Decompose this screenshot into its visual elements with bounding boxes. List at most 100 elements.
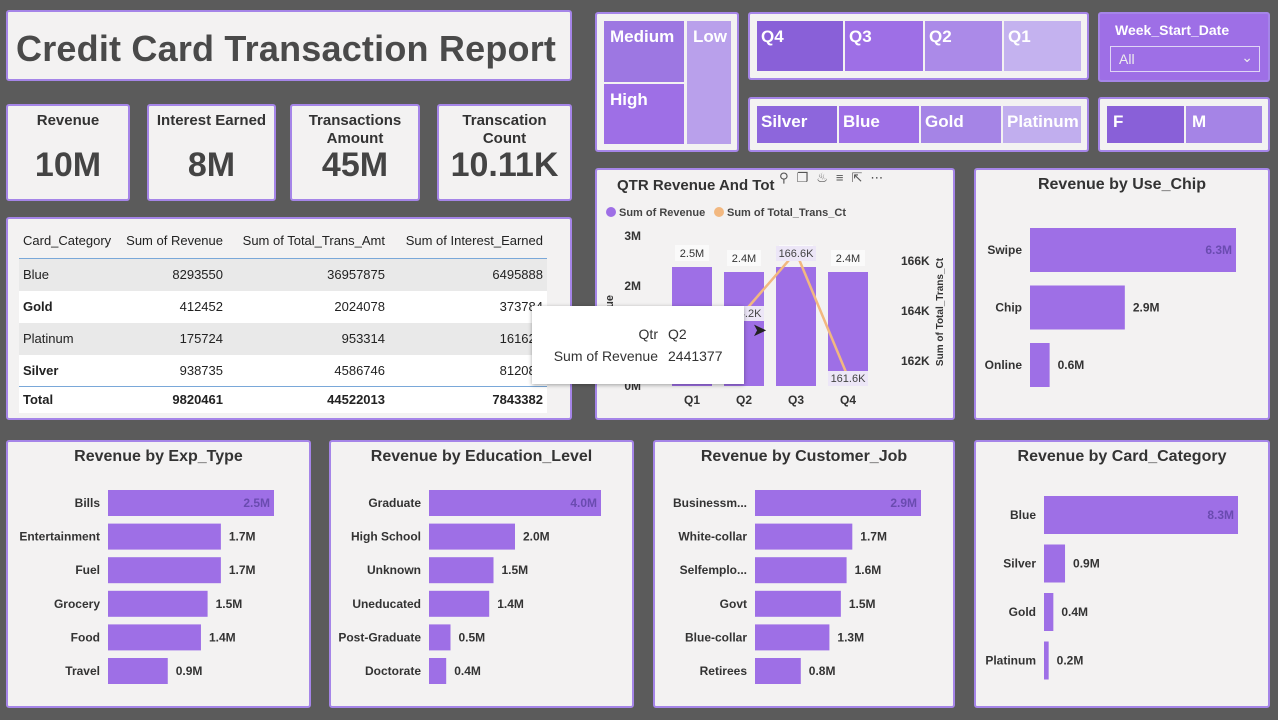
column-header[interactable]: Card_Category xyxy=(19,231,117,259)
slicer-tile-q3[interactable]: Q3 xyxy=(845,21,923,71)
data-label: 0.8M xyxy=(809,664,836,678)
chart-use-chip[interactable]: Revenue by Use_Chip Swipe 6.3M Chip 2.9M Onl… xyxy=(974,168,1270,420)
chart-card-category[interactable]: Revenue by Card_Category Blue 8.3M Silver 0… xyxy=(974,440,1270,708)
card-category-table[interactable]: Card_Category Sum of Revenue Sum of Tota… xyxy=(6,217,572,420)
kpi-revenue[interactable]: Revenue 10M xyxy=(6,104,130,201)
data-label: 4.0M xyxy=(570,496,597,510)
category-label: Retirees xyxy=(700,664,748,678)
x-tick: Q3 xyxy=(788,393,804,407)
bar xyxy=(755,624,830,651)
income-slicer[interactable]: Medium Low High xyxy=(595,12,739,152)
bar xyxy=(108,624,201,651)
gender-slicer[interactable]: F M xyxy=(1098,97,1270,152)
category-label: Grocery xyxy=(54,597,100,611)
table-cell: 161624 xyxy=(389,322,547,355)
slicer-tile-silver[interactable]: Silver xyxy=(757,106,837,143)
data-label: 1.4M xyxy=(209,630,236,644)
bar xyxy=(429,658,447,684)
bar-chart-svg: Blue 8.3M Silver 0.9M Gold 0.4M Platinum 0.2M xyxy=(985,496,1238,680)
cursor-icon: ➤ xyxy=(752,320,768,340)
bar xyxy=(828,272,868,386)
slicer-tile-gold[interactable]: Gold xyxy=(921,106,1001,143)
slicer-tile-medium[interactable]: Medium xyxy=(604,21,684,82)
bar-chart-svg: Businessm... 2.9M White-collar 1.7M Selfempl… xyxy=(673,490,921,684)
slicer-tile-blue[interactable]: Blue xyxy=(839,106,919,143)
column-header[interactable]: Sum of Revenue xyxy=(117,231,227,259)
slicer-tile-high[interactable]: High xyxy=(604,84,684,144)
table-row[interactable]: Platinum 175724 953314 161624 xyxy=(19,322,547,355)
table-cell: 2024078 xyxy=(227,290,389,323)
expand-icon[interactable]: ⇱ xyxy=(851,170,863,185)
chart-exp-type[interactable]: Revenue by Exp_Type Bills 2.5M Entertainme… xyxy=(6,440,311,708)
chevron-down-icon: ⌄ xyxy=(1241,49,1253,65)
table-cell: 812080 xyxy=(389,354,547,387)
data-label: 1.5M xyxy=(502,563,529,577)
filter-icon[interactable]: ≡ xyxy=(835,170,844,185)
chart-title: Revenue by Exp_Type xyxy=(74,448,243,465)
table-cell: 412452 xyxy=(117,290,227,323)
data-label: 0.4M xyxy=(1061,605,1088,619)
table-row[interactable]: Silver 938735 4586746 812080 xyxy=(19,354,547,387)
bell-icon[interactable]: ♨ xyxy=(816,170,828,185)
kpi-label: Interest Earned xyxy=(156,112,267,129)
slicer-tile-m[interactable]: M xyxy=(1186,106,1262,143)
slicer-tile-q4[interactable]: Q4 xyxy=(757,21,843,71)
line-data-label: 161.6K xyxy=(831,373,867,385)
bar xyxy=(429,557,494,584)
table-cell: Platinum xyxy=(19,322,117,355)
legend-label: Sum of Revenue xyxy=(619,207,705,219)
legend-label: Sum of Total_Trans_Ct xyxy=(727,207,846,219)
bar xyxy=(108,523,221,550)
table-row[interactable]: Gold 412452 2024078 373784 xyxy=(19,290,547,323)
slicer-tile-q1[interactable]: Q1 xyxy=(1004,21,1081,71)
y2-axis-label: Sum of Total_Trans_Ct xyxy=(935,257,946,366)
more-icon[interactable]: ⋯ xyxy=(870,170,884,185)
chart-customer-job[interactable]: Revenue by Customer_Job Businessm... 2.9M… xyxy=(653,440,955,708)
data-label: 1.3M xyxy=(837,630,864,644)
table-row[interactable]: Blue 8293550 36957875 6495888 xyxy=(19,258,547,291)
y-tick: 2M xyxy=(624,279,641,293)
week-dropdown[interactable]: All ⌄ xyxy=(1110,46,1260,72)
week-slicer[interactable]: Week_Start_Date All ⌄ xyxy=(1098,12,1270,82)
bar xyxy=(429,590,490,617)
table-cell: 44522013 xyxy=(227,386,389,413)
kpi-trans-amount[interactable]: Transactions Amount 45M xyxy=(290,104,420,201)
kpi-value: 45M xyxy=(321,146,389,184)
data-label: 2.5M xyxy=(243,496,270,510)
card-slicer[interactable]: Silver Blue Gold Platinum xyxy=(748,97,1089,152)
bar xyxy=(1044,496,1238,534)
week-dropdown-value: All xyxy=(1119,51,1135,67)
kpi-value: 8M xyxy=(187,146,236,184)
visual-header-icons: ⚲ ❐ ♨ ≡ ⇱ ⋯ xyxy=(775,170,888,192)
copy-icon[interactable]: ❐ xyxy=(796,170,809,185)
slicer-tile-f[interactable]: F xyxy=(1107,106,1184,143)
quarter-slicer[interactable]: Q4 Q3 Q2 Q1 xyxy=(748,12,1089,80)
table-cell: 7843382 xyxy=(389,386,547,413)
column-header[interactable]: Sum of Total_Trans_Amt xyxy=(227,231,389,259)
x-tick: Q1 xyxy=(684,393,700,407)
table-cell: 6495888 xyxy=(389,258,547,291)
data-label: 0.9M xyxy=(176,664,203,678)
table-cell: Blue xyxy=(19,258,117,291)
table-cell: Gold xyxy=(19,290,117,323)
chart-education[interactable]: Revenue by Education_Level Graduate 4.0M H… xyxy=(329,440,634,708)
chart-title: Revenue by Education_Level xyxy=(370,448,593,465)
kpi-interest[interactable]: Interest Earned 8M xyxy=(147,104,276,201)
table-cell: 953314 xyxy=(227,322,389,355)
bar xyxy=(1030,343,1050,387)
kpi-label: Revenue xyxy=(36,112,100,129)
data-label-bg xyxy=(831,250,865,266)
category-label: Blue-collar xyxy=(685,630,747,644)
slicer-tile-low[interactable]: Low xyxy=(687,21,731,144)
slicer-tile-q2[interactable]: Q2 xyxy=(925,21,1002,71)
column-header[interactable]: Sum of Interest_Earned xyxy=(389,231,547,259)
page-title: Credit Card Transaction Report xyxy=(16,28,557,69)
bar xyxy=(1044,641,1049,680)
data-label-bg xyxy=(675,245,709,261)
bar xyxy=(755,490,921,516)
slicer-tile-platinum[interactable]: Platinum xyxy=(1003,106,1081,143)
kpi-label: Transcation Count xyxy=(462,112,547,147)
kpi-trans-count[interactable]: Transcation Count 10.11K xyxy=(437,104,572,201)
pin-icon[interactable]: ⚲ xyxy=(779,170,789,185)
legend-marker xyxy=(714,207,724,217)
